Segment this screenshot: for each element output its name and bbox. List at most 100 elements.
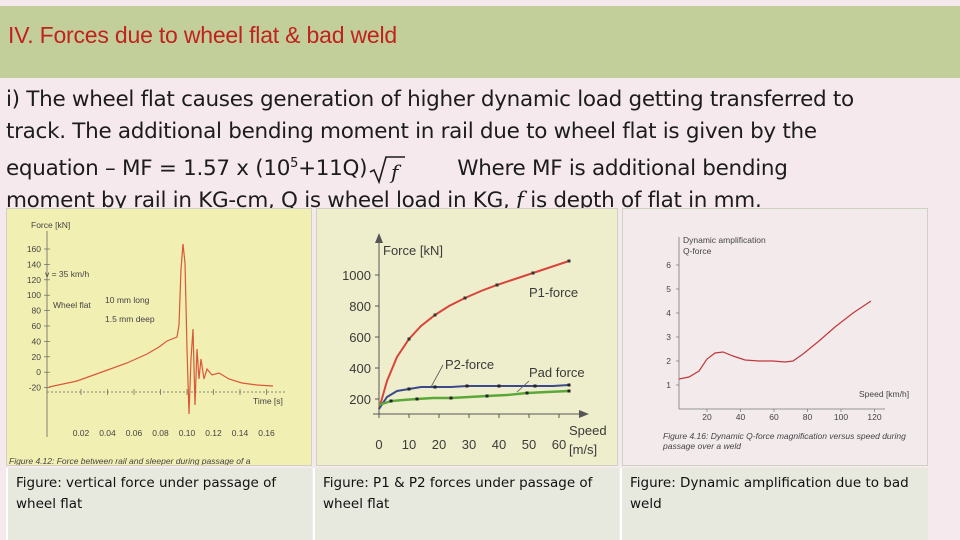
equation-where: Where MF is additional bending [457, 156, 788, 182]
fig3-ytick: 2 [666, 356, 671, 366]
fig1-xtick: 0.14 [232, 428, 249, 438]
fig3-amplification-curve [678, 300, 872, 380]
fig1-note-flat: Wheel flat [53, 300, 91, 310]
fig2-pad-marker [415, 397, 419, 401]
fig2-p2-marker [533, 384, 537, 388]
fig2-pad-marker [525, 391, 529, 395]
fig1-xtick: 0.10 [179, 428, 196, 438]
fig2-pad-marker [567, 389, 571, 393]
fig1-xtick: 0.16 [258, 428, 275, 438]
figure-2-svg: Force [kN] 1000 800 600 400 200 0 10 20 30 40 50 6… [342, 233, 607, 457]
fig3-ytick: 4 [666, 308, 671, 318]
para-line-2: track. The additional bending moment in … [6, 119, 817, 144]
fig1-ytick: 140 [27, 259, 41, 269]
fig1-xtick: 0.06 [126, 428, 143, 438]
sqrt-f: f [389, 160, 402, 184]
fig2-xtick: 10 [402, 437, 416, 452]
fig1-ytick: 80 [32, 306, 42, 316]
fig2-p1-marker [433, 313, 437, 317]
fig1-ytick: 0 [36, 367, 41, 377]
fig3-ytick: 6 [666, 260, 671, 270]
fig3-xtick: 120 [867, 412, 881, 422]
fig2-xtick: 40 [492, 437, 506, 452]
fig2-pad-marker [449, 396, 453, 400]
para-line-1: i) The wheel flat causes generation of h… [6, 87, 854, 112]
fig2-xtick: 20 [432, 437, 446, 452]
fig3-inner-caption-1: Figure 4.16: Dynamic Q-force magnificati… [663, 431, 906, 441]
fig2-xtick: 0 [375, 437, 382, 452]
fig1-ylabel: Force [kN] [31, 220, 70, 230]
fig1-xlabel: Time [s] [253, 396, 283, 406]
fig3-xtick: 40 [736, 412, 746, 422]
fig2-pad-marker [485, 394, 489, 398]
fig2-p1-marker [531, 271, 535, 275]
figure-bad-weld: Dynamic amplification Q-force 6 5 4 3 2 1 20 4… [622, 208, 928, 466]
fig3-xlabel: Speed [km/h] [859, 389, 909, 399]
title-band: IV. Forces due to wheel flat & bad weld [0, 6, 960, 78]
fig2-label-p2: P2-force [445, 357, 494, 372]
body-paragraph: i) The wheel flat causes generation of h… [6, 84, 956, 217]
fig1-ytick: -20 [29, 383, 42, 393]
fig2-p2-marker [497, 384, 501, 388]
fig2-xtick: 50 [522, 437, 536, 452]
equation-suffix: +11Q) [298, 156, 368, 182]
fig3-xtick: 20 [702, 412, 712, 422]
caption-figure-2: Figure: P1 & P2 forces under passage of … [313, 468, 619, 540]
sqrt-symbol: f [369, 155, 406, 185]
figure-p1-p2-forces: Force [kN] 1000 800 600 400 200 0 10 20 30 40 50 6… [316, 208, 618, 466]
fig2-ytick: 800 [349, 299, 371, 314]
fig1-force-curve [48, 243, 274, 415]
caption-figure-1: Figure: vertical force under passage of … [6, 468, 312, 540]
fig1-xtick: 0.02 [73, 428, 90, 438]
fig2-p2-marker [407, 387, 411, 391]
figure-1-svg: Force [kN] 160 140 120 100 80 60 40 20 0 -20 v = … [9, 220, 287, 466]
equation-prefix: equation – MF = 1.57 x (10 [6, 156, 291, 182]
fig2-xtick: 30 [462, 437, 476, 452]
fig1-note-speed: v = 35 km/h [45, 269, 89, 279]
fig2-p1-curve [378, 260, 570, 410]
fig2-pad-curve [378, 389, 570, 407]
fig2-pad-marker [389, 399, 393, 403]
fig2-ylabel: Force [kN] [383, 243, 443, 258]
fig2-p1-marker [463, 296, 467, 300]
fig3-legend-2: Q-force [683, 246, 712, 256]
figure-wheel-flat-force: Force [kN] 160 140 120 100 80 60 40 20 0 -20 v = … [6, 208, 312, 466]
fig3-xtick: 60 [769, 412, 779, 422]
figure-3-svg: Dynamic amplification Q-force 6 5 4 3 2 1 20 4… [662, 235, 909, 451]
fig1-ytick: 100 [27, 290, 41, 300]
fig2-p2-marker [433, 385, 437, 389]
fig1-ytick: 40 [32, 336, 42, 346]
slide-title: IV. Forces due to wheel flat & bad weld [8, 22, 397, 48]
fig2-ytick: 400 [349, 361, 371, 376]
fig2-xlabel: Speed [569, 423, 607, 438]
fig1-note-long: 10 mm long [105, 295, 150, 305]
fig1-note-deep: 1.5 mm deep [105, 314, 155, 324]
fig2-ytick: 1000 [342, 268, 371, 283]
italic-f: f [516, 188, 524, 214]
fig2-p1-marker [495, 283, 499, 287]
fig1-ytick: 20 [32, 352, 42, 362]
fig3-xtick: 80 [803, 412, 813, 422]
fig1-inner-caption: Figure 4.12: Force between rail and slee… [9, 456, 251, 466]
fig2-p2-marker [567, 383, 571, 387]
fig1-xtick: 0.12 [205, 428, 222, 438]
caption-figure-3: Figure: Dynamic amplification due to bad… [620, 468, 928, 540]
fig3-legend-1: Dynamic amplification [683, 235, 766, 245]
fig2-label-pad: Pad force [529, 365, 585, 380]
fig2-xunit: [m/s] [569, 442, 597, 457]
fig2-p1-marker [407, 337, 411, 341]
fig2-p2-curve [378, 384, 570, 410]
fig2-p1-marker [567, 259, 571, 263]
fig2-p2-marker [465, 384, 469, 388]
fig2-xtick: 60 [552, 437, 566, 452]
fig1-ytick: 120 [27, 275, 41, 285]
fig2-label-p1: P1-force [529, 285, 578, 300]
fig1-xtick: 0.08 [152, 428, 169, 438]
equation-exponent: 5 [290, 156, 299, 171]
fig3-ytick: 5 [666, 284, 671, 294]
fig1-ytick: 60 [32, 321, 42, 331]
fig3-ytick: 1 [666, 380, 671, 390]
fig2-ytick: 600 [349, 330, 371, 345]
fig3-inner-caption-2: passage over a weld [662, 441, 741, 451]
para-line-3: equation – MF = 1.57 x (105+11Q) f Where M… [6, 148, 956, 185]
